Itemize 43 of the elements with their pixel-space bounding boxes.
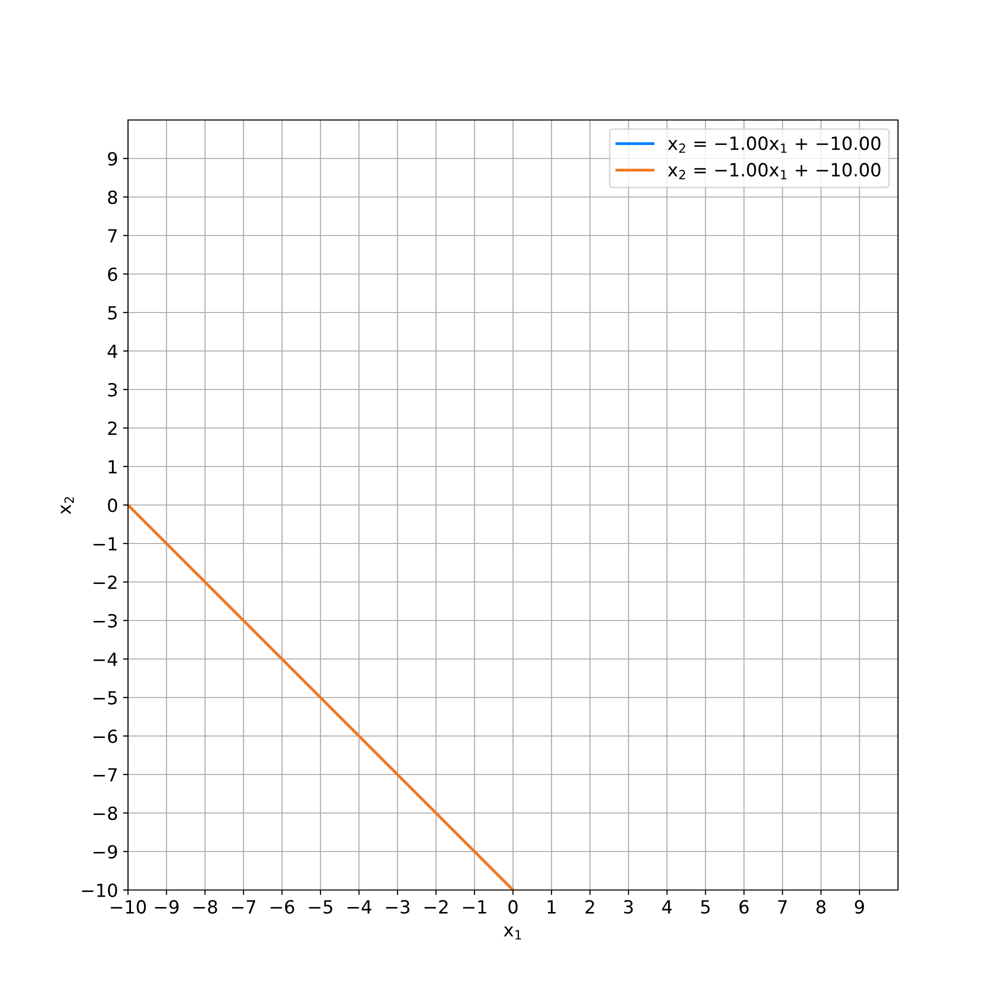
y-tick-label: 1 bbox=[108, 460, 117, 474]
x-tick-label: 4 bbox=[662, 900, 672, 914]
y-tick-label: −3 bbox=[94, 614, 117, 628]
y-tick-label: 3 bbox=[108, 382, 117, 397]
x-tick-label: 7 bbox=[778, 900, 787, 914]
x-tick-label: 2 bbox=[586, 900, 594, 914]
y-tick-label: −8 bbox=[94, 806, 118, 820]
x-tick-label: −1 bbox=[463, 900, 486, 914]
x-tick-label: 6 bbox=[740, 900, 749, 914]
x-tick-label: −6 bbox=[270, 900, 294, 914]
y-tick-label: −1 bbox=[94, 537, 117, 550]
x-tick-label: −7 bbox=[232, 900, 256, 914]
y-tick-label: 6 bbox=[108, 267, 118, 282]
y-tick-label: −5 bbox=[94, 691, 117, 705]
x-tick-label: 9 bbox=[854, 900, 864, 914]
x-tick-label: −5 bbox=[309, 900, 332, 914]
legend-label: x$_{2}$ = −1.00x$_{1}$ + −10.00 bbox=[668, 162, 880, 180]
x-axis-title: x$_{1}$ bbox=[504, 926, 521, 940]
x-tick-label: −9 bbox=[155, 900, 179, 914]
x-tick-label: −2 bbox=[424, 900, 448, 914]
y-tick-label: −4 bbox=[94, 652, 118, 666]
x-tick-label: 1 bbox=[548, 900, 556, 914]
y-tick-label: 2 bbox=[108, 421, 116, 435]
y-tick-label: −9 bbox=[94, 844, 118, 859]
y-tick-label: −10 bbox=[82, 883, 118, 898]
x-tick-label: 8 bbox=[816, 900, 826, 914]
y-tick-label: 8 bbox=[108, 190, 118, 204]
y-tick-label: 5 bbox=[108, 306, 117, 320]
y-tick-label: −2 bbox=[94, 575, 116, 589]
x-tick-label: 3 bbox=[624, 900, 633, 914]
x-tick-label: −3 bbox=[386, 900, 410, 914]
x-tick-label: 5 bbox=[701, 900, 710, 914]
y-tick-label: 9 bbox=[108, 152, 118, 166]
y-tick-label: 4 bbox=[108, 344, 118, 358]
y-tick-label: 0 bbox=[108, 498, 118, 512]
y-axis-title: x$_{2}$ bbox=[60, 497, 74, 514]
legend-label: x$_{2}$ = −1.00x$_{1}$ + −10.00 bbox=[668, 136, 880, 153]
y-tick-label: −6 bbox=[94, 729, 118, 744]
x-tick-label: −4 bbox=[348, 900, 372, 914]
x-tick-label: −8 bbox=[194, 900, 218, 914]
y-tick-label: −7 bbox=[94, 768, 117, 782]
y-tick-label: 7 bbox=[108, 229, 117, 242]
x-tick-label: 0 bbox=[508, 900, 518, 914]
